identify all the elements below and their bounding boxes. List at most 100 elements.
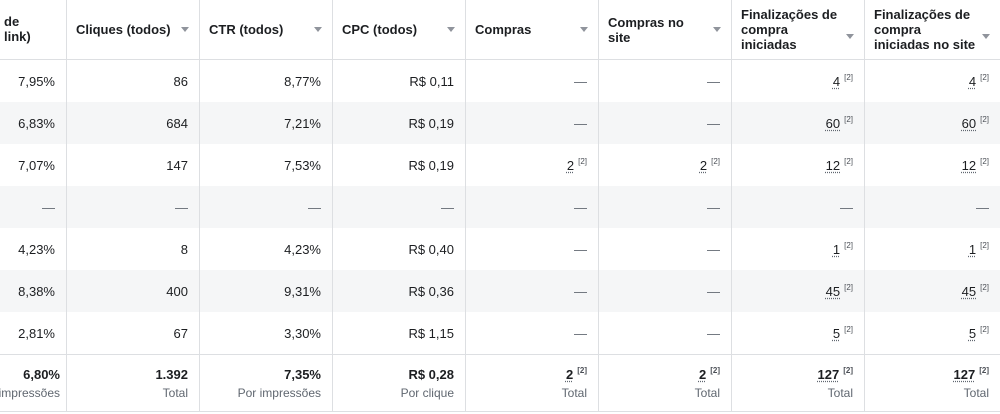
metric-value-link[interactable]: 60 [961, 115, 977, 131]
table-cell: 4,23% [0, 228, 67, 270]
metric-value-link[interactable]: 45 [961, 283, 977, 299]
total-value-text[interactable]: 127 [817, 366, 840, 382]
table-cell: R$ 0,19 [333, 144, 466, 186]
table-cell: R$ 0,19 [333, 102, 466, 144]
attribution-marker: [2] [980, 324, 989, 334]
sort-dropdown-icon[interactable] [447, 27, 455, 32]
table-cell: 2 [2] [599, 144, 732, 186]
column-header-website-purchases[interactable]: Compras no site [599, 0, 732, 60]
totals-cell: 2 [2] Total [599, 354, 732, 411]
metric-value-link[interactable]: 4 [832, 73, 841, 89]
total-value: 7,35% [284, 367, 321, 382]
table-cell: — [200, 186, 333, 228]
empty-value: — [707, 199, 720, 215]
metric-value: 3,30% [284, 325, 321, 341]
metric-value: 7,21% [284, 115, 321, 131]
metric-value-link[interactable]: 2 [699, 157, 708, 173]
empty-value: — [574, 283, 587, 299]
empty-value: — [175, 199, 188, 215]
metric-value-link[interactable]: 4 [968, 73, 977, 89]
column-header-link-ctr[interactable]: de link) [0, 0, 67, 60]
metric-value-link[interactable]: 60 [825, 115, 841, 131]
metric-value: R$ 1,15 [408, 325, 454, 341]
table-row: 6,83% 684 7,21% R$ 0,19— —60 [2] 60 [2] [0, 102, 1000, 144]
sort-dropdown-icon[interactable] [314, 27, 322, 32]
attribution-marker: [2] [980, 156, 989, 166]
table-cell: 45 [2] [865, 270, 1000, 312]
column-header-label: CTR (todos) [209, 22, 284, 37]
column-header-label: Compras no site [608, 14, 684, 45]
metric-value: 400 [166, 283, 188, 299]
total-caption: Total [963, 385, 989, 400]
table-header-row: de link) Cliques (todos) CTR (todos) CPC (t… [0, 0, 1000, 60]
total-value: 127 [2] [817, 365, 853, 382]
table-cell: — [466, 102, 599, 144]
metric-value: 67 [173, 325, 188, 341]
empty-value: — [441, 199, 454, 215]
empty-value: — [840, 199, 853, 215]
total-value-text: 1.392 [155, 366, 188, 382]
table-cell: — [599, 102, 732, 144]
table-cell: 7,07% [0, 144, 67, 186]
table-cell: 1 [2] [732, 228, 865, 270]
total-caption: Total [694, 385, 720, 400]
column-header-label: CPC (todos) [342, 22, 418, 37]
attribution-marker: [2] [980, 72, 989, 82]
metric-value: 7,07% [18, 157, 55, 173]
table-cell: 12 [2] [865, 144, 1000, 186]
metric-value: R$ 0,36 [408, 283, 454, 299]
empty-value: — [574, 325, 587, 341]
total-value-text[interactable]: 2 [565, 366, 574, 382]
table-cell: 2 [2] [466, 144, 599, 186]
table-cell: — [599, 60, 732, 102]
empty-value: — [707, 115, 720, 131]
sort-dropdown-icon[interactable] [181, 27, 189, 32]
attribution-marker: [2] [843, 365, 853, 375]
total-caption: Total [561, 385, 587, 400]
sort-dropdown-icon[interactable] [580, 27, 588, 32]
table-cell: 1 [2] [865, 228, 1000, 270]
total-value: R$ 0,28 [408, 367, 454, 382]
attribution-marker: [2] [577, 365, 587, 375]
table-cell: 5 [2] [865, 312, 1000, 354]
metric-value-link[interactable]: 5 [968, 325, 977, 341]
metric-value-link[interactable]: 1 [832, 241, 841, 257]
column-header-purchases[interactable]: Compras [466, 0, 599, 60]
metric-value: 86 [173, 73, 188, 89]
sort-dropdown-icon[interactable] [982, 34, 990, 39]
column-header-cpc-all[interactable]: CPC (todos) [333, 0, 466, 60]
metric-value: 7,95% [18, 73, 55, 89]
column-header-checkouts-initiated[interactable]: Finalizações de compra iniciadas [732, 0, 865, 60]
metric-value: 8 [180, 241, 188, 257]
metric-value-link[interactable]: 12 [825, 157, 841, 173]
totals-cell: 127 [2] Total [865, 354, 1000, 411]
column-header-ctr-all[interactable]: CTR (todos) [200, 0, 333, 60]
total-value-text[interactable]: 2 [698, 366, 707, 382]
totals-cell: 2 [2] Total [466, 354, 599, 411]
attribution-marker: [2] [844, 240, 853, 250]
metric-value-link[interactable]: 12 [961, 157, 977, 173]
column-header-website-checkouts-initiated[interactable]: Finalizações de compra iniciadas no site [865, 0, 1000, 60]
table-cell: 60 [2] [865, 102, 1000, 144]
metric-value: 8,77% [284, 73, 321, 89]
column-header-clicks-all[interactable]: Cliques (todos) [67, 0, 200, 60]
attribution-marker: [2] [980, 114, 989, 124]
metric-value-link[interactable]: 5 [832, 325, 841, 341]
column-header-label: de link) [4, 13, 31, 44]
table-cell: 5 [2] [732, 312, 865, 354]
sort-dropdown-icon[interactable] [713, 27, 721, 32]
table-row: 4,23% 8 4,23% R$ 0,40— —1 [2] 1 [2] [0, 228, 1000, 270]
total-value: 6,80% [23, 367, 60, 382]
metric-value: R$ 0,11 [409, 73, 454, 89]
total-value-text[interactable]: 127 [953, 366, 976, 382]
total-caption: Total [827, 385, 853, 400]
metric-value-link[interactable]: 45 [825, 283, 841, 299]
table-cell: — [0, 186, 67, 228]
table-cell: — [466, 186, 599, 228]
table-row: 7,07% 147 7,53% R$ 0,19 2 [2] 2 [2] 12 [2] 12 [2] [0, 144, 1000, 186]
metric-value-link[interactable]: 1 [968, 241, 977, 257]
metric-value-link[interactable]: 2 [566, 157, 575, 173]
sort-dropdown-icon[interactable] [846, 34, 854, 39]
empty-value: — [308, 199, 321, 215]
